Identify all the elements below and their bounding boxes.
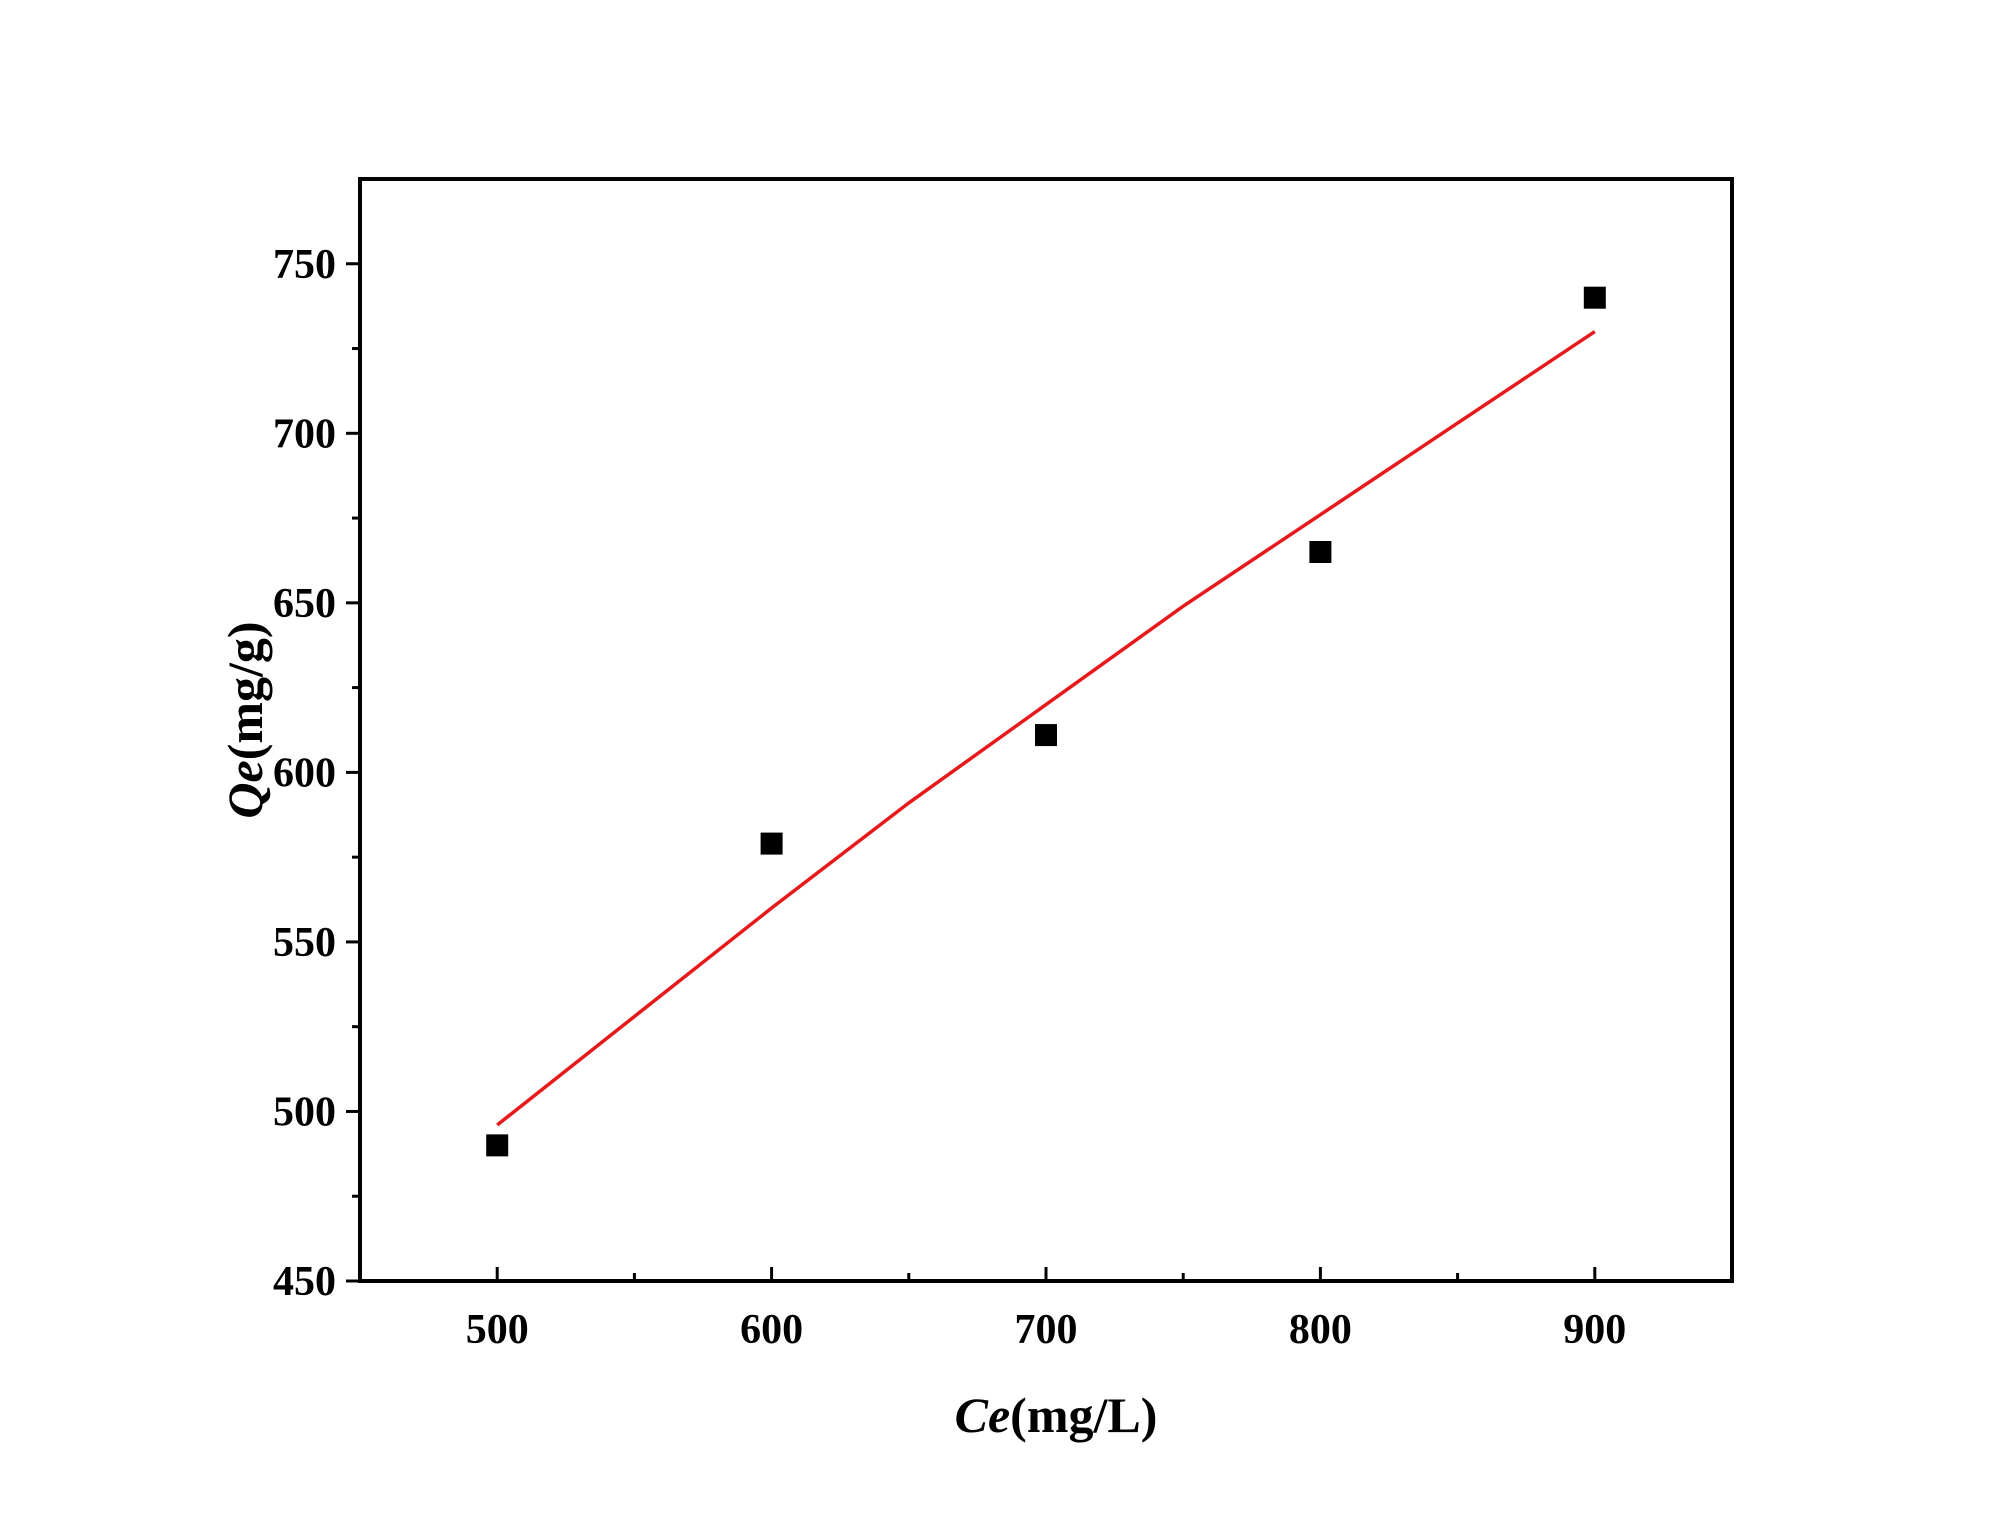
y-tick-label: 600 — [273, 750, 336, 796]
x-tick-label: 700 — [1015, 1307, 1078, 1353]
fit-line — [496, 330, 1596, 1127]
plot-area — [486, 286, 1606, 1157]
x-tick-label: 600 — [740, 1307, 803, 1353]
data-point — [486, 1134, 509, 1157]
y-tick-label: 450 — [273, 1259, 336, 1305]
y-tick-label: 500 — [273, 1089, 336, 1135]
x-tick-label: 900 — [1563, 1307, 1626, 1353]
y-axis-title: Qe(mg/g) — [217, 621, 273, 818]
y-tick-label: 650 — [273, 581, 336, 627]
y-tick-label: 700 — [273, 411, 336, 457]
x-tick-label: 800 — [1289, 1307, 1352, 1353]
x-axis-title-unit: (mg/L) — [1010, 1387, 1157, 1443]
data-point — [1035, 724, 1057, 747]
y-tick-label: 550 — [273, 920, 336, 966]
y-tick-label: 750 — [273, 242, 336, 288]
data-point — [1309, 540, 1332, 563]
data-point — [760, 832, 783, 855]
x-tick-label: 500 — [466, 1307, 529, 1353]
axis-ticks — [346, 262, 1597, 1283]
data-point — [1583, 286, 1606, 309]
x-axis-title-symbol: Ce — [955, 1387, 1011, 1443]
y-axis-title-unit: (mg/g) — [217, 621, 273, 760]
x-axis-title: Ce(mg/L) — [955, 1387, 1158, 1443]
tick-labels: 500 600 700 800 900 450 500 550 600 650 700 750 — [273, 242, 1626, 1353]
y-axis-title-symbol: Qe — [217, 760, 273, 818]
